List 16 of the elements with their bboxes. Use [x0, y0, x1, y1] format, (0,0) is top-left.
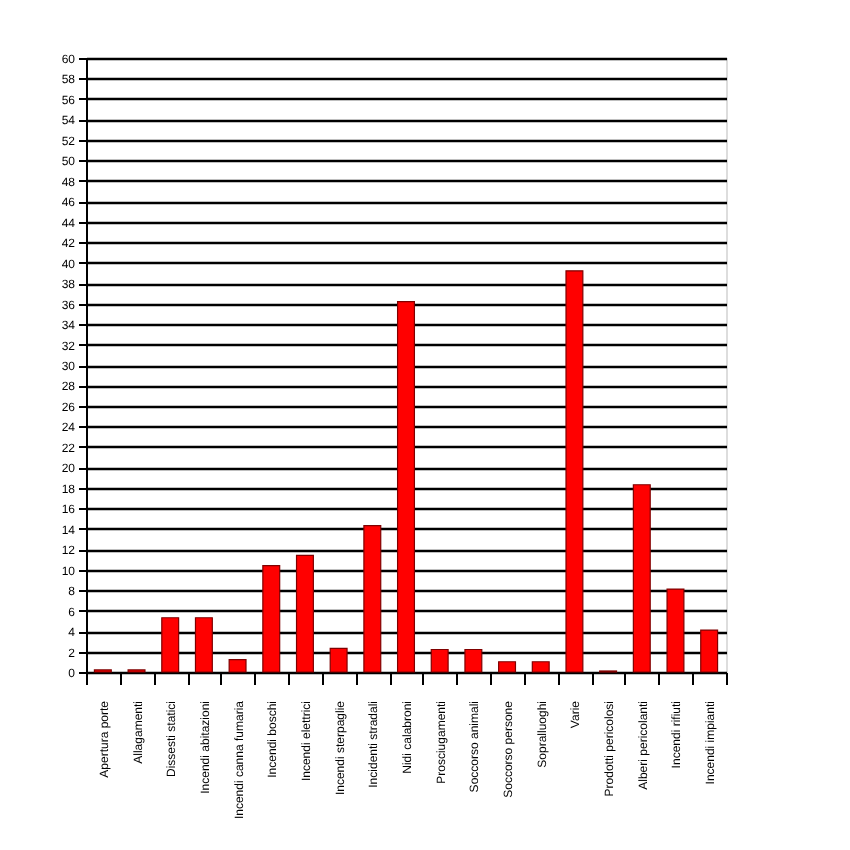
- bar: [498, 661, 517, 673]
- bar: [565, 270, 584, 673]
- bar: [531, 661, 550, 673]
- bar: [430, 648, 449, 673]
- bar: [194, 617, 213, 673]
- bar: [161, 617, 180, 673]
- bar: [363, 525, 382, 673]
- bar: [396, 300, 416, 673]
- bar: [666, 588, 685, 673]
- bar: [464, 648, 483, 673]
- bar: [295, 554, 314, 673]
- bar: [228, 659, 247, 673]
- bar: [262, 564, 281, 673]
- bar: [700, 629, 719, 673]
- bar: [632, 484, 651, 673]
- bar: [329, 647, 348, 673]
